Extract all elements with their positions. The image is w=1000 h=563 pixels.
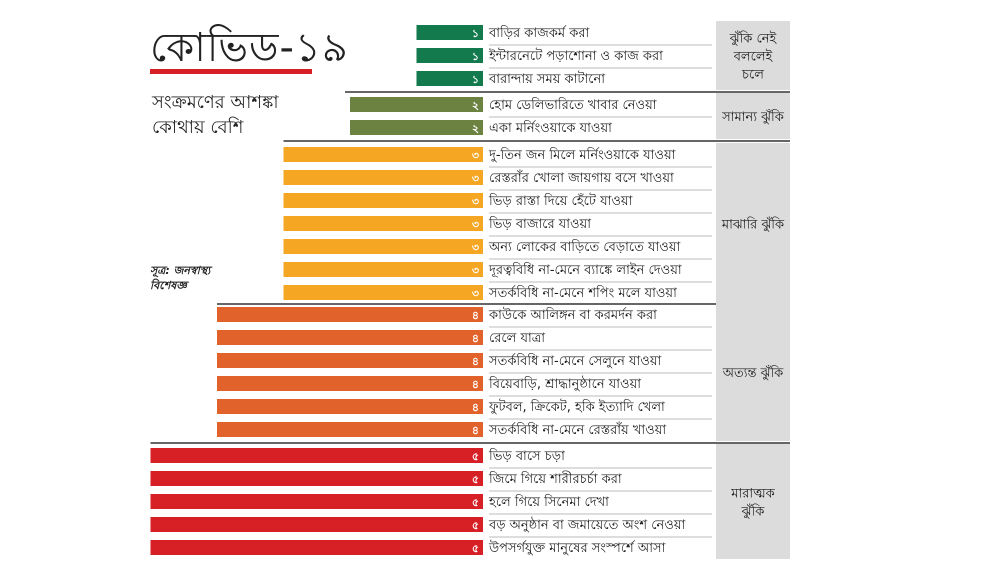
- bar-category-label: দূরত্ববিধি না-মেনে ব্যাঙ্কে লাইন দেওয়া: [488, 262, 682, 278]
- bar-value-label: ৪: [472, 378, 479, 391]
- bar-category-label: হলে গিয়ে সিনেমা দেখা: [488, 494, 609, 510]
- bar-value-label: ৫: [472, 473, 479, 486]
- bar-value-label: ৩: [472, 264, 479, 277]
- bar: [217, 353, 483, 368]
- bar-category-label: ফুটবল, ক্রিকেট, হকি ইত্যাদি খেলা: [488, 399, 665, 415]
- bar: [150, 517, 483, 532]
- bar: [283, 216, 483, 231]
- bar: [217, 330, 483, 345]
- bar-category-label: রেস্তরাঁর খোলা জায়গায় বসে খাওয়া: [489, 170, 674, 186]
- risk-level-label-1: চলে: [741, 68, 764, 83]
- risk-level-box-3: [716, 143, 790, 304]
- subtitle-line-2: কোথায় বেশি: [152, 117, 244, 138]
- page-title: কোভিড-১৯: [150, 25, 349, 71]
- bar: [217, 422, 483, 437]
- bar-category-label: কাউকে আলিঙ্গন বা করমর্দন করা: [488, 307, 657, 323]
- risk-level-label-1: বললেই: [733, 49, 774, 65]
- bar: [217, 399, 483, 414]
- bar-category-label: দু-তিন জন মিলে মর্নিংওয়াকে যাওয়া: [488, 147, 676, 163]
- bar-value-label: ৪: [472, 424, 479, 437]
- bar-value-label: ৫: [472, 542, 479, 555]
- bar: [150, 540, 483, 555]
- bar: [416, 48, 483, 63]
- bar-value-label: ৩: [472, 287, 479, 300]
- bar: [416, 71, 483, 86]
- risk-level-box-4: [716, 303, 790, 441]
- bar-category-label: ভিড় বাসে চড়া: [488, 448, 565, 464]
- bar: [283, 147, 483, 162]
- risk-level-label-1: ঝুঁকি নেই: [729, 31, 778, 47]
- bar: [150, 471, 483, 486]
- bar-value-label: ২: [472, 122, 479, 135]
- bar-value-label: ৫: [472, 450, 479, 463]
- bar: [350, 120, 483, 135]
- bar-value-label: ৪: [472, 401, 479, 414]
- bar-category-label: বাড়ির কাজকর্ম করা: [488, 25, 589, 41]
- risk-level-box-1: [716, 21, 790, 90]
- bar-category-label: উপসর্গযুক্ত মানুষের সংস্পর্শে আসা: [488, 540, 666, 556]
- bar-category-label: ভিড় বাজারে যাওয়া: [488, 216, 591, 232]
- bar-category-label: অন্য লোকের বাড়িতে বেড়াতে যাওয়া: [488, 239, 681, 255]
- bar: [283, 262, 483, 277]
- title-underline: [150, 69, 312, 74]
- bar-value-label: ৩: [472, 149, 479, 162]
- risk-level-label-4: অত্যন্ত ঝুঁকি: [722, 365, 784, 381]
- bar-category-label: সতর্কবিধি না-মেনে সেলুনে যাওয়া: [488, 353, 662, 369]
- risk-level-box-5: [716, 444, 790, 559]
- bar-value-label: ১: [472, 27, 479, 40]
- risk-level-label-2: সামান্য ঝুঁকি: [721, 109, 785, 125]
- bar: [217, 307, 483, 322]
- bar-value-label: ৩: [472, 172, 479, 185]
- bar: [150, 448, 483, 463]
- bar-value-label: ৪: [472, 309, 479, 322]
- bar: [283, 239, 483, 254]
- bar-value-label: ৫: [472, 496, 479, 509]
- bar-category-label: জিমে গিয়ে শারীরচর্চা করা: [488, 471, 622, 487]
- bar-value-label: ৩: [472, 195, 479, 208]
- bar: [283, 285, 483, 300]
- bar-category-label: বড় অনুষ্ঠান বা জমায়েতে অংশ নেওয়া: [488, 517, 685, 533]
- source-line-1: সূত্র: জনস্বাস্থ্য: [150, 264, 211, 277]
- subtitle-line-1: সংক্রমণের আশঙ্কা: [152, 92, 279, 113]
- bar-value-label: ৩: [472, 218, 479, 231]
- risk-level-box-2: [716, 93, 790, 139]
- bar-value-label: ৪: [472, 355, 479, 368]
- bar-category-label: ভিড় রাস্তা দিয়ে হেঁটে যাওয়া: [488, 193, 633, 209]
- bar: [350, 97, 483, 112]
- bar-value-label: ৩: [472, 241, 479, 254]
- risk-level-label-5: ঝুঁকি: [741, 504, 766, 520]
- bar-value-label: ৪: [472, 332, 479, 345]
- bar-category-label: ইন্টারনেটে পড়াশোনা ও কাজ করা: [488, 48, 663, 64]
- bar-category-label: বারান্দায় সময় কাটানো: [488, 71, 605, 87]
- bar-category-label: একা মর্নিংওয়াকে যাওয়া: [489, 120, 612, 136]
- bar-category-label: সতর্কবিধি না-মেনে রেস্তরাঁয় খাওয়া: [488, 422, 666, 438]
- bar-category-label: রেলে যাত্রা: [489, 331, 545, 346]
- bar: [150, 494, 483, 509]
- risk-level-label-3: মাঝারি ঝুঁকি: [721, 217, 785, 233]
- bar: [416, 25, 483, 40]
- bar: [283, 170, 483, 185]
- bar-value-label: ২: [472, 99, 479, 112]
- bar: [283, 193, 483, 208]
- bar-category-label: সতর্কবিধি না-মেনে শপিং মলে যাওয়া: [488, 285, 677, 301]
- bar-value-label: ১: [472, 50, 479, 63]
- bar-category-label: হোম ডেলিভারিতে খাবার নেওয়া: [489, 97, 657, 113]
- bar-value-label: ৫: [472, 519, 479, 532]
- bar: [217, 376, 483, 391]
- bar-value-label: ১: [472, 73, 479, 86]
- risk-level-label-5: মারাত্মক: [730, 487, 775, 502]
- source-line-2: বিশেষজ্ঞ: [150, 279, 187, 292]
- bar-category-label: বিয়েবাড়ি, শ্রাদ্ধানুষ্ঠানে যাওয়া: [488, 376, 641, 392]
